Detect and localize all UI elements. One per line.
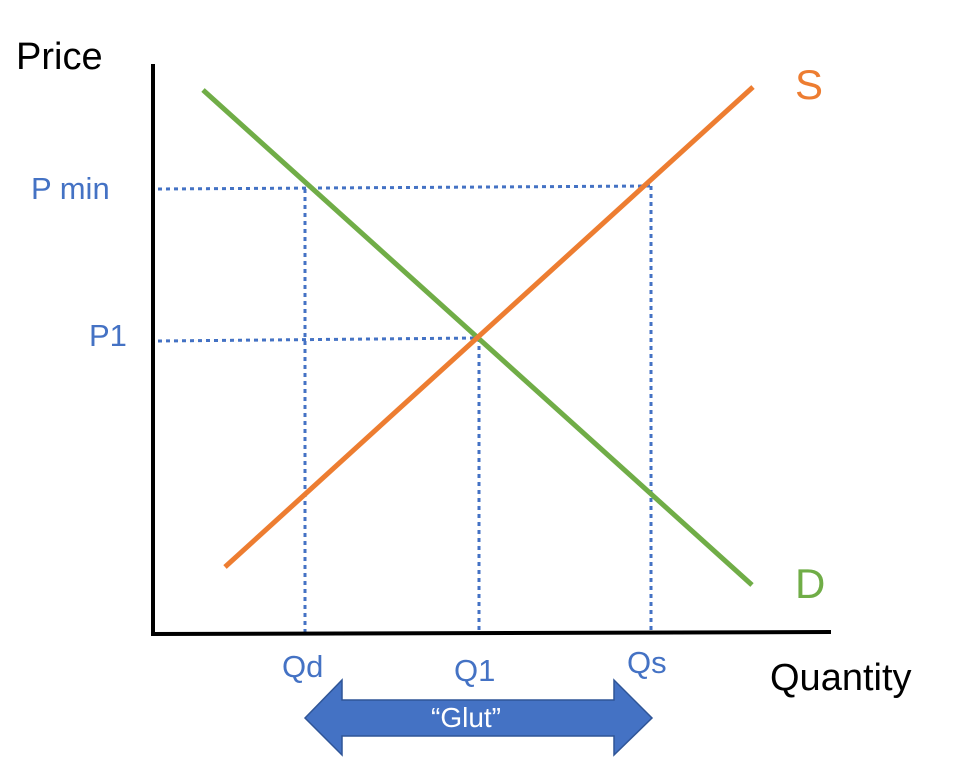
guide-lines [157, 184, 653, 633]
demand-label: D [795, 560, 826, 607]
y-axis-label: Price [16, 36, 103, 78]
x-axis-label: Quantity [770, 657, 912, 699]
glut-arrow [303, 678, 654, 757]
quantity-label-qs: Qs [627, 645, 667, 680]
supply-curve [223, 85, 755, 569]
quantity-label-qd: Qd [282, 649, 324, 684]
glut-label: “Glut” [431, 702, 501, 733]
price-label-pmin: P min [31, 171, 110, 206]
price-label-p1: P1 [89, 318, 127, 353]
x-axis [150, 630, 832, 636]
pmin-guide-horizontal [157, 184, 652, 191]
quantity-label-q1: Q1 [454, 653, 496, 688]
supply-label: S [795, 61, 824, 108]
p1-guide-horizontal [157, 336, 480, 343]
